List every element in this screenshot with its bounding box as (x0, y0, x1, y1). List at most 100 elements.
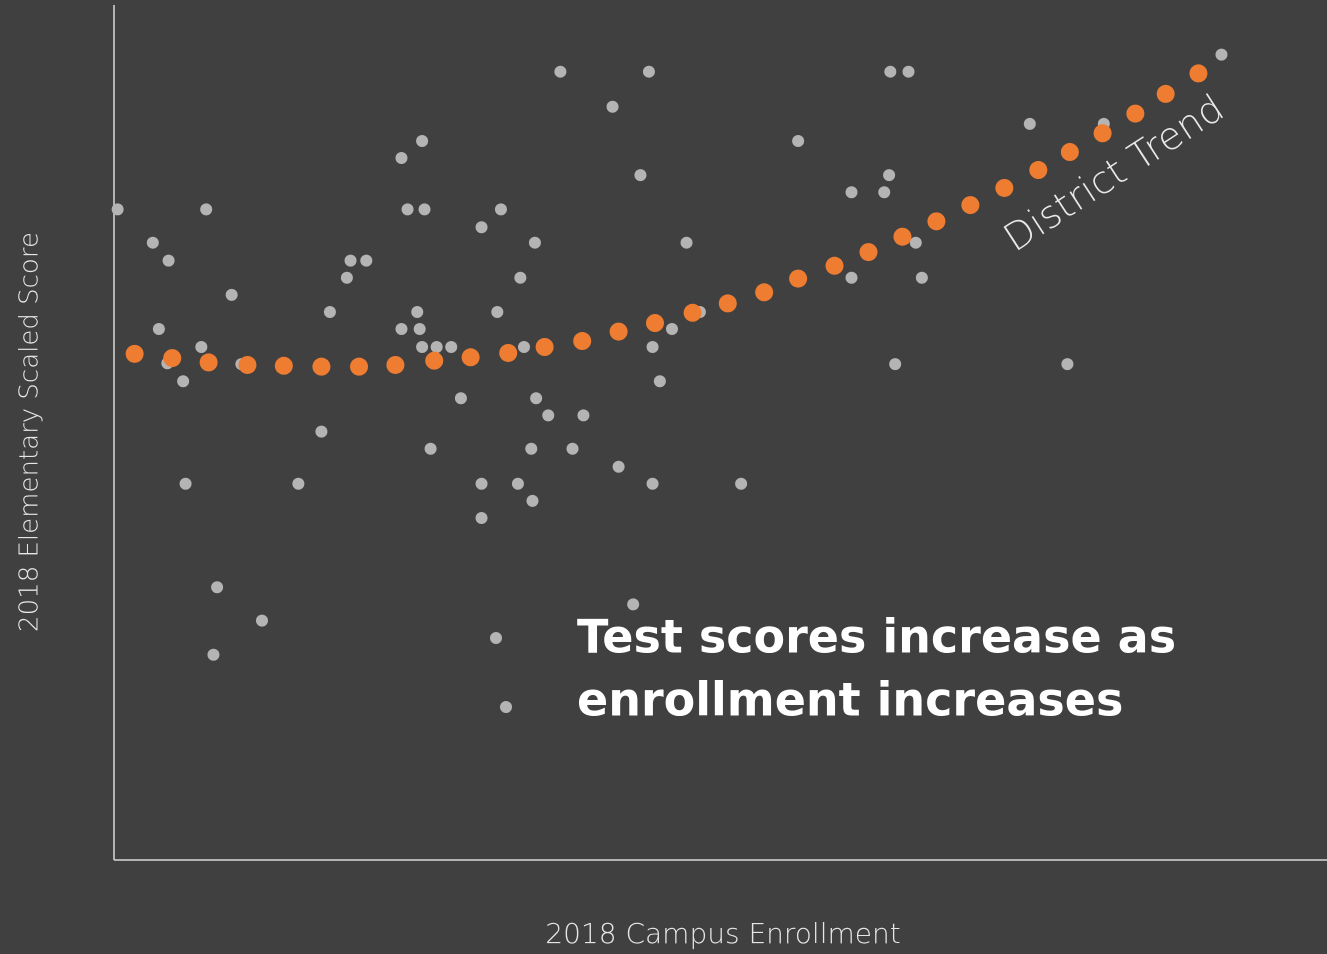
point (514, 271, 527, 284)
point (845, 186, 858, 199)
point (995, 178, 1014, 197)
point (789, 269, 808, 288)
point (755, 283, 774, 302)
bullet (500, 701, 512, 713)
annotation-line: Test scores increase as (577, 610, 1176, 664)
point (179, 477, 192, 490)
point (627, 598, 640, 611)
point (177, 375, 190, 388)
point (146, 236, 159, 249)
point (1029, 161, 1048, 180)
point (845, 271, 858, 284)
point (883, 169, 896, 182)
point (1156, 84, 1175, 103)
point (475, 512, 488, 524)
point (195, 341, 208, 353)
point (255, 614, 268, 627)
point (1215, 48, 1228, 61)
point (1126, 104, 1145, 123)
point (292, 477, 305, 490)
point (1093, 124, 1112, 143)
point (454, 392, 467, 405)
point (401, 203, 414, 216)
point (274, 356, 293, 375)
marks (111, 48, 1228, 661)
point (718, 294, 737, 313)
point (200, 203, 213, 216)
point (566, 442, 579, 455)
point (825, 256, 844, 275)
point (475, 221, 488, 234)
point (344, 254, 357, 267)
point (461, 348, 480, 367)
point (889, 358, 902, 371)
point (360, 254, 373, 267)
point (475, 477, 488, 490)
point (211, 581, 224, 594)
point (350, 357, 369, 376)
point (225, 288, 238, 301)
point (312, 357, 331, 376)
point (680, 236, 693, 249)
point (535, 338, 554, 356)
point (665, 323, 678, 336)
bullet (490, 632, 502, 644)
point (1189, 64, 1208, 83)
point (511, 477, 524, 490)
point (395, 152, 408, 165)
point (878, 186, 891, 199)
point (238, 355, 257, 374)
point (416, 134, 429, 147)
point (606, 100, 619, 113)
point (323, 305, 336, 318)
point (927, 212, 946, 231)
point (199, 353, 218, 372)
point (1061, 358, 1074, 371)
point (411, 305, 424, 318)
point (915, 271, 928, 284)
annotation-line: enrollment increases (577, 673, 1123, 727)
point (573, 332, 592, 351)
point (111, 203, 124, 216)
point (859, 243, 878, 262)
point (416, 341, 429, 353)
point (609, 322, 628, 341)
point (577, 409, 590, 422)
point (418, 203, 431, 216)
point (152, 323, 165, 336)
point (340, 271, 353, 284)
point (653, 375, 666, 388)
point (961, 196, 980, 215)
point (646, 341, 659, 353)
point (125, 344, 144, 363)
point (430, 341, 443, 353)
point (499, 343, 518, 362)
point (735, 477, 748, 490)
point (491, 305, 504, 318)
point (642, 65, 655, 78)
point (162, 254, 175, 267)
point (530, 392, 543, 405)
point (542, 409, 555, 422)
point (425, 351, 444, 370)
point (884, 65, 897, 78)
point (386, 355, 405, 374)
point (1060, 143, 1079, 162)
point (526, 494, 539, 507)
point (1023, 117, 1036, 130)
point (645, 314, 664, 333)
point (634, 169, 647, 182)
y-axis-label: 2018 Elementary Scaled Score (15, 232, 45, 632)
point (315, 425, 328, 438)
point (683, 303, 702, 322)
point (413, 323, 426, 336)
point (646, 477, 659, 490)
point (902, 65, 915, 78)
point (554, 65, 567, 78)
point (525, 442, 538, 455)
point (494, 203, 507, 216)
point (528, 236, 541, 249)
x-axis-label: 2018 Campus Enrollment (545, 917, 900, 950)
